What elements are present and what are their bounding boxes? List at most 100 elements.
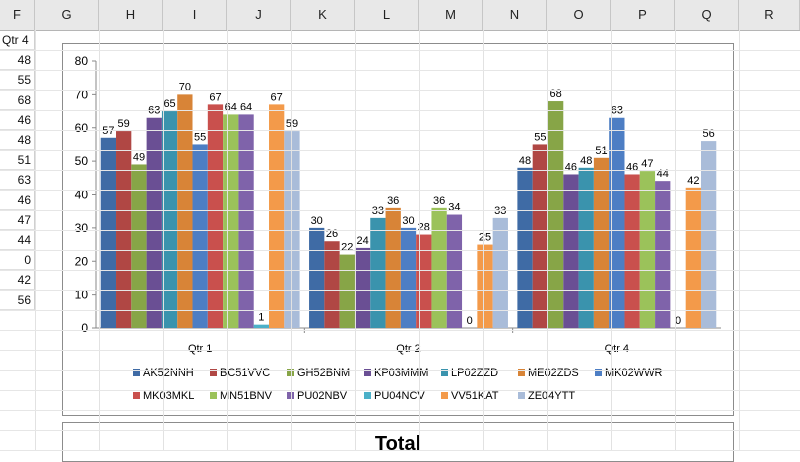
bar bbox=[532, 144, 548, 328]
data-label: 65 bbox=[163, 98, 175, 110]
gridline-horizontal bbox=[0, 270, 800, 271]
column-header-i[interactable]: I bbox=[163, 0, 227, 30]
legend-label: KP03MMM bbox=[374, 367, 428, 379]
bar bbox=[223, 114, 239, 329]
column-header-f[interactable]: F bbox=[0, 0, 35, 30]
data-label: 30 bbox=[402, 215, 414, 227]
data-label: 67 bbox=[271, 91, 283, 103]
legend-swatch bbox=[210, 392, 217, 399]
cell-f-value[interactable]: 68 bbox=[0, 90, 35, 110]
gridline-vertical bbox=[739, 30, 740, 450]
bar bbox=[700, 141, 717, 328]
legend-label: MN51BNV bbox=[220, 390, 273, 402]
cell-f-value[interactable]: 42 bbox=[0, 270, 35, 290]
cell-f-value[interactable]: 63 bbox=[0, 170, 35, 190]
bar bbox=[116, 131, 132, 328]
legend-swatch bbox=[518, 392, 525, 399]
bar bbox=[547, 101, 564, 328]
legend-label: MK03MKL bbox=[143, 390, 194, 402]
cell-f-value[interactable]: 44 bbox=[0, 230, 35, 250]
cell-f-value[interactable]: 0 bbox=[0, 250, 35, 270]
gridline-horizontal bbox=[0, 170, 800, 171]
bar bbox=[624, 174, 640, 328]
column-header-h[interactable]: H bbox=[99, 0, 163, 30]
legend-label: ZE04YTT bbox=[528, 390, 575, 402]
bar bbox=[354, 247, 371, 328]
y-tick-label: 60 bbox=[75, 121, 89, 135]
gridline-vertical bbox=[163, 30, 164, 450]
gridline-horizontal bbox=[0, 90, 800, 91]
bar bbox=[492, 217, 508, 328]
data-label: 56 bbox=[703, 128, 715, 140]
legend-swatch bbox=[210, 369, 217, 376]
bar bbox=[477, 244, 493, 328]
column-header-k[interactable]: K bbox=[291, 0, 355, 30]
data-label: 49 bbox=[133, 151, 145, 163]
gridline-vertical bbox=[419, 30, 420, 450]
bar bbox=[563, 174, 579, 328]
bar bbox=[370, 217, 386, 328]
bar bbox=[431, 207, 447, 328]
legend-swatch bbox=[133, 392, 140, 399]
legend-swatch bbox=[364, 392, 371, 399]
y-tick-label: 50 bbox=[75, 154, 89, 168]
legend-label: MK02WWR bbox=[605, 367, 663, 379]
data-label: 70 bbox=[179, 81, 191, 93]
data-label: 55 bbox=[194, 131, 206, 143]
cell-f-value[interactable]: 51 bbox=[0, 150, 35, 170]
data-label: 25 bbox=[479, 232, 491, 244]
bar-chart[interactable]: 0102030405060708057594963657055676464167… bbox=[62, 43, 734, 416]
cell-f-value[interactable]: 48 bbox=[0, 130, 35, 150]
legend-swatch bbox=[287, 392, 294, 399]
gridline-horizontal bbox=[0, 110, 800, 111]
legend-label: PU04NCV bbox=[374, 390, 425, 402]
x-tick-label: Qtr 2 bbox=[396, 343, 420, 355]
column-header-o[interactable]: O bbox=[547, 0, 611, 30]
column-header-q[interactable]: Q bbox=[675, 0, 739, 30]
column-header-r[interactable]: R bbox=[739, 0, 800, 30]
bar bbox=[100, 137, 117, 328]
cell-f-value[interactable]: 46 bbox=[0, 110, 35, 130]
data-label: 68 bbox=[550, 88, 562, 100]
bar bbox=[446, 214, 463, 328]
y-tick-label: 80 bbox=[75, 54, 89, 68]
column-header-g[interactable]: G bbox=[35, 0, 99, 30]
data-label: 48 bbox=[580, 155, 592, 167]
cell-f-value[interactable]: 47 bbox=[0, 210, 35, 230]
gridline-horizontal bbox=[0, 50, 800, 51]
cell-f-value[interactable]: 48 bbox=[0, 50, 35, 70]
data-label: 22 bbox=[341, 242, 353, 254]
column-header-p[interactable]: P bbox=[611, 0, 675, 30]
bar bbox=[253, 324, 270, 328]
data-label: 36 bbox=[433, 195, 445, 207]
gridline-horizontal bbox=[0, 350, 800, 351]
gridline-vertical bbox=[355, 30, 356, 450]
legend-label: AK52NNH bbox=[143, 367, 194, 379]
cell-f-header[interactable]: Qtr 4 bbox=[0, 30, 35, 50]
column-header-m[interactable]: M bbox=[419, 0, 483, 30]
cell-grid[interactable]: Qtr 4 48 55 68 46 48 51 63 46 47 44 0 42 56 bbox=[0, 30, 800, 450]
gridline-vertical bbox=[675, 30, 676, 450]
column-header-j[interactable]: J bbox=[227, 0, 291, 30]
cell-f-value[interactable]: 55 bbox=[0, 70, 35, 90]
column-header-l[interactable]: L bbox=[355, 0, 419, 30]
legend-label: ME02ZDS bbox=[528, 367, 579, 379]
bar bbox=[269, 104, 285, 328]
bar bbox=[655, 181, 671, 328]
data-label: 34 bbox=[448, 202, 460, 214]
data-label: 64 bbox=[240, 101, 252, 113]
column-header-n[interactable]: N bbox=[483, 0, 547, 30]
gridline-horizontal bbox=[0, 250, 800, 251]
legend-label: VV51KAT bbox=[451, 390, 499, 402]
bar bbox=[578, 167, 594, 328]
cell-f-value[interactable]: 56 bbox=[0, 290, 35, 310]
gridline-horizontal bbox=[0, 290, 800, 291]
gridline-horizontal bbox=[0, 230, 800, 231]
gridline-horizontal bbox=[0, 130, 800, 131]
data-label: 0 bbox=[467, 315, 473, 327]
x-tick-label: Qtr 4 bbox=[605, 343, 629, 355]
y-tick-label: 0 bbox=[81, 321, 88, 335]
bar bbox=[131, 164, 147, 328]
cell-f-value[interactable]: 46 bbox=[0, 190, 35, 210]
